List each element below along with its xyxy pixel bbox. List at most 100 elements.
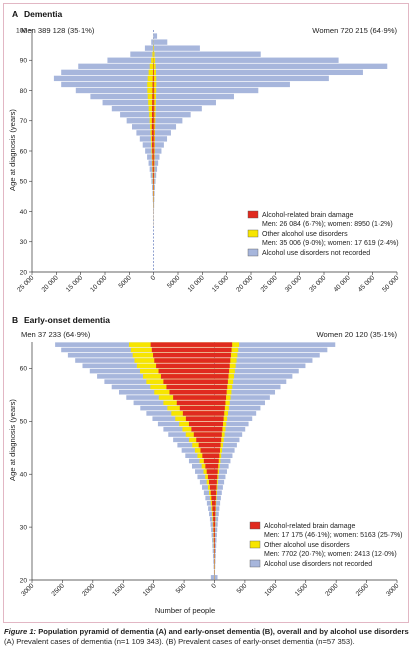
panel-b-bar-men-arbd [173, 395, 215, 400]
panel-b-bar-men-not-recorded [212, 553, 215, 559]
panel-a-y-tick-label: 40 [20, 209, 28, 216]
panel-b-bar-women-arbd [214, 421, 224, 427]
panel-b-y-tick-label: 50 [20, 419, 28, 426]
panel-a-bar-men-not-recorded [132, 124, 154, 130]
panel-a-bar-men-arbd [152, 87, 154, 94]
panel-b-bar-women-not-recorded [214, 474, 226, 480]
panel-b-bar-women-arbd [214, 511, 216, 517]
panel-a-legend-label-arbd: Alcohol-related brain damage [262, 212, 354, 219]
panel-a-x-tick-label: 20 000 [235, 274, 254, 293]
panel-a-bar-men-not-recorded [152, 196, 154, 203]
panel-b-bar-women-not-recorded [214, 506, 220, 511]
panel-b-bar-men-arbd [153, 352, 215, 358]
panel-b-bar-men-arbd [213, 527, 215, 533]
panel-b-bar-women-not-recorded [214, 543, 217, 548]
panel-a-bar-men-arbd [152, 142, 154, 148]
panel-b-x-tick-label: 2500 [51, 582, 67, 598]
panel-a-bar-men-not-recorded [126, 118, 154, 124]
panel-b-x-tick-label: 2000 [324, 582, 340, 598]
panel-b-bar-women-not-recorded [214, 548, 216, 554]
panel-a-bar-men-not-recorded [149, 166, 154, 172]
panel-b-bar-men-arbd [213, 522, 215, 527]
panel-b-bar-women-arbd [214, 426, 223, 432]
panel-b-bar-men-arbd [212, 506, 215, 511]
panel-a-bar-men-not-recorded [78, 63, 154, 69]
panel-a-bar-men-other-aud [147, 81, 154, 88]
panel-a-bar-men-arbd [152, 75, 154, 82]
panel-b-bar-women-arbd [214, 437, 222, 443]
panel-b-y-tick-label: 40 [20, 472, 28, 479]
panel-b-bar-men-arbd [169, 389, 215, 395]
panel-a-bar-women-arbd [153, 105, 155, 112]
panel-b-bar-men-arbd [179, 405, 215, 411]
panel-a-bar-men-other-aud [148, 69, 154, 76]
panel-a-x-tick-label: 40 000 [333, 274, 352, 293]
panel-a-bar-women-not-recorded [153, 57, 339, 63]
panel-b-bar-men-arbd [193, 432, 215, 437]
panel-b-bar-women-arbd [214, 463, 219, 469]
caption-title: Population pyramid of dementia (A) and e… [38, 627, 409, 636]
panel-a-bar-men-not-recorded [61, 81, 154, 88]
panel-a-x-tick-label: 10 000 [187, 274, 206, 293]
panel-a-bar-women-not-recorded [153, 75, 329, 82]
panel-a-bar-women-other-aud [153, 57, 156, 63]
panel-b-legend-swatch-not_recorded [249, 559, 261, 568]
panel-a-bar-women-arbd [153, 142, 155, 148]
panel-a-bar-women-not-recorded [153, 69, 363, 76]
panel-b-bar-women-not-recorded [214, 389, 276, 395]
panel-a-bar-women-arbd [153, 130, 155, 136]
panel-b-men-total: Men 37 233 (64·9%) [21, 330, 91, 339]
panel-b-y-tick-label: 30 [20, 524, 28, 531]
panel-a-title: Dementia [24, 9, 63, 19]
panel-b-bar-women-arbd [214, 395, 227, 400]
panel-a-bar-men-arbd [151, 136, 154, 142]
panel-b-bar-women-not-recorded [214, 347, 328, 353]
panel-b-bar-men-arbd [166, 384, 215, 390]
panel-a-bar-women-not-recorded [153, 81, 290, 88]
panel-b-bar-women-not-recorded [214, 469, 227, 474]
panel-b-bar-men-arbd [188, 421, 215, 427]
caption-figure-label: Figure 1: [4, 627, 37, 636]
panel-b-y-axis-label: Age at diagnosis (years) [8, 399, 17, 481]
panel-a-bar-men-arbd [152, 93, 154, 100]
panel-b-bar-women-not-recorded [214, 358, 313, 363]
panel-a-bar-men-not-recorded [61, 69, 154, 76]
panel-b-legend: Alcohol-related brain damage Men: 17 175 … [249, 521, 403, 568]
panel-b-x-tick-label: 1000 [142, 582, 158, 598]
panel-a-bar-women-other-aud [153, 75, 157, 82]
panel-a-x-tick-label: 5000 [166, 274, 182, 290]
panel-a-x-tick-label: 50 000 [381, 274, 400, 293]
panel-b-bar-women-not-recorded [214, 405, 261, 411]
panel-a-y-tick-label: 50 [20, 179, 28, 186]
panel-b-bar-men-arbd [213, 516, 215, 522]
panel-b-bar-men-arbd [202, 453, 215, 459]
panel-a-bar-men-not-recorded [139, 136, 154, 142]
panel-b-bar-women-not-recorded [214, 395, 270, 400]
panel-a-x-tick-label: 35 000 [308, 274, 327, 293]
panel-a-x-tick-label: 25 000 [260, 274, 279, 293]
panel-b-x-tick-label: 3000 [385, 582, 401, 598]
panel-a-bar-men-arbd [151, 124, 154, 130]
panel-b-bar-men-arbd [154, 358, 215, 363]
panel-b-bar-women-not-recorded [214, 516, 219, 522]
panel-b-x-tick-label: 0 [210, 582, 218, 590]
panel-b-x-tick-label: 2000 [81, 582, 97, 598]
panel-a-bar-women-other-aud [153, 51, 155, 57]
panel-a-bar-men-arbd [152, 99, 154, 106]
panel-b-bar-women-not-recorded [214, 432, 243, 437]
panel-b-x-tick-label: 1000 [263, 582, 279, 598]
panel-b-bar-men-not-recorded [209, 511, 215, 517]
panel-a-bar-men-arbd [152, 105, 154, 112]
panel-b-bar-women-arbd [214, 368, 230, 374]
panel-a-bar-men-not-recorded [152, 184, 154, 190]
panel-b-bar-women-arbd [214, 506, 216, 511]
panel-a-bar-men-arbd [152, 154, 154, 160]
panel-b-bar-women-not-recorded [214, 453, 233, 459]
panel-b-bar-men-not-recorded [213, 564, 215, 570]
panel-b-bar-men-arbd [206, 469, 215, 474]
panel-b-bar-women-not-recorded [214, 511, 219, 517]
panel-a-legend: Alcohol-related brain damage Men: 26 084 … [247, 210, 399, 257]
panel-a-bar-women-not-recorded [153, 93, 234, 100]
panel-b-bar-women-not-recorded [214, 421, 249, 427]
panel-b-bar-men-arbd [210, 490, 215, 496]
